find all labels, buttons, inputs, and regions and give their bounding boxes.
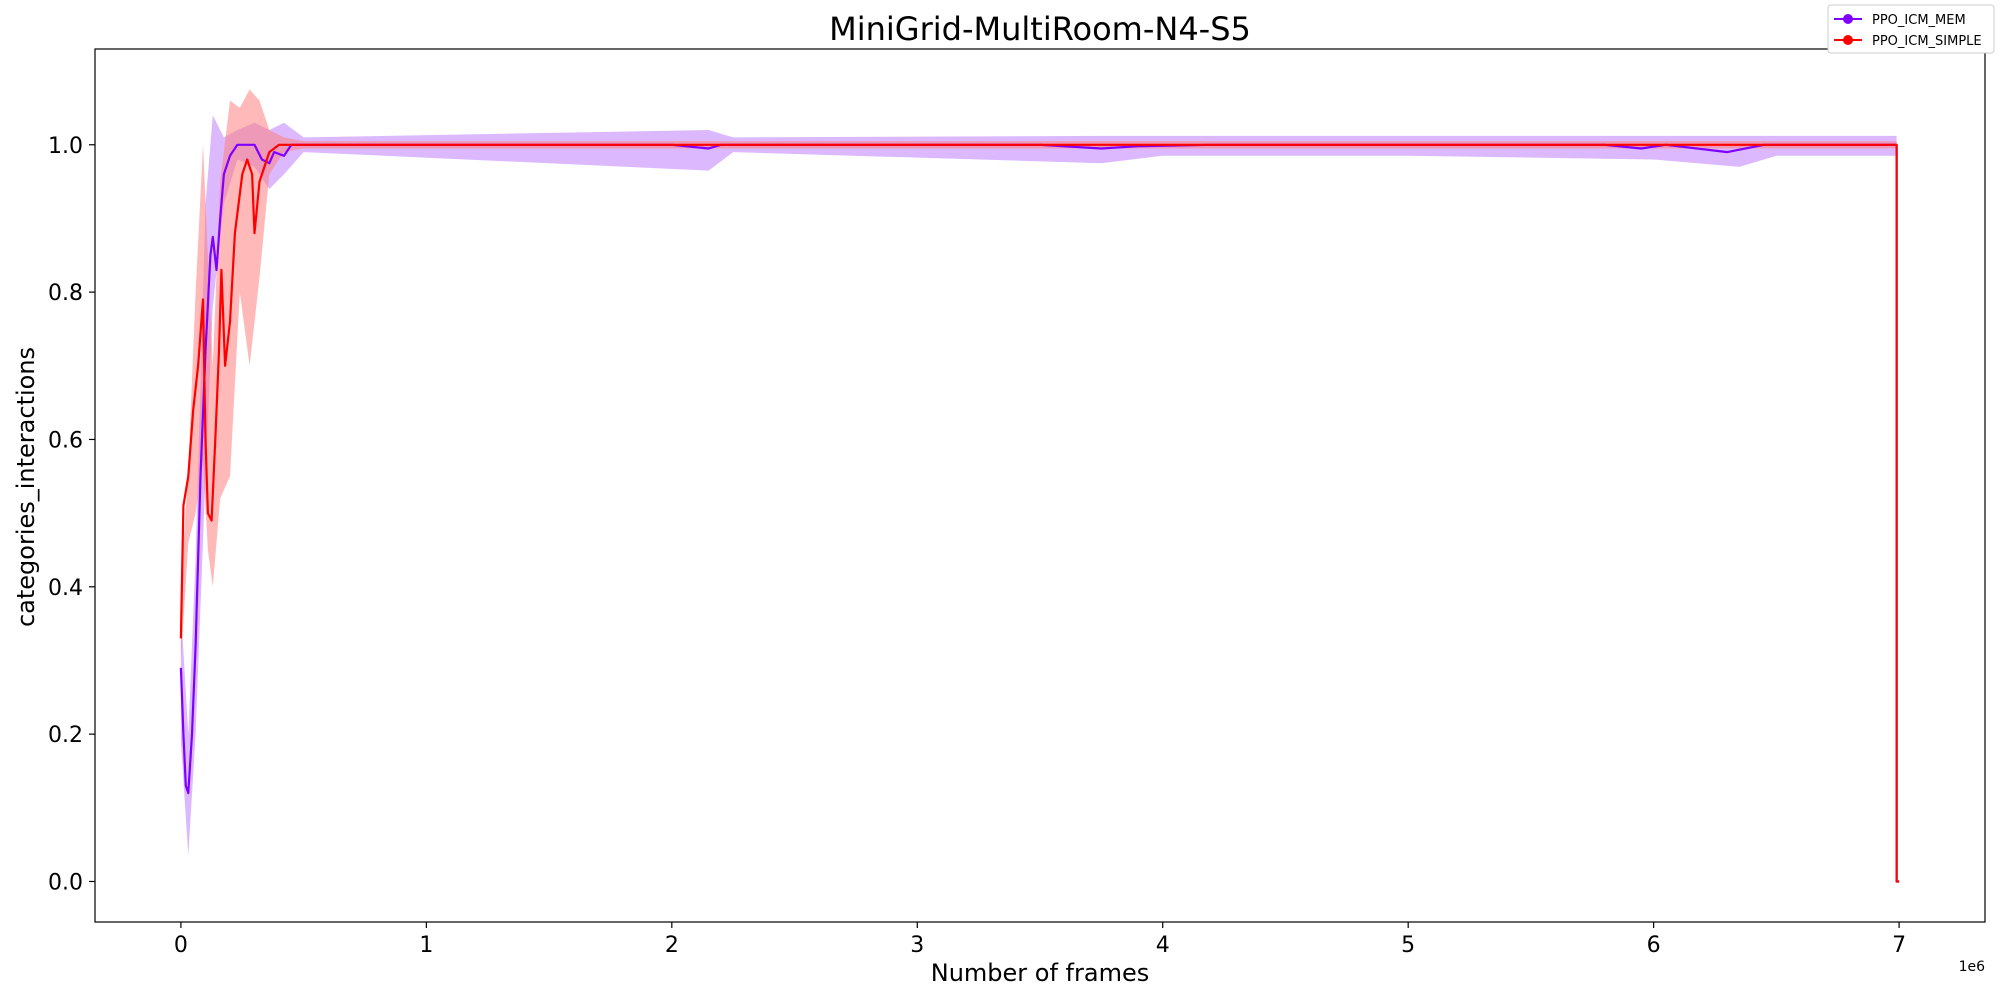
y-axis-label: categories_interactions: [12, 347, 40, 627]
y-tick-label: 0.4: [48, 576, 83, 601]
band-series-2: [180, 89, 1897, 661]
x-tick-label: 3: [910, 933, 924, 958]
legend-label-2: PPO_ICM_SIMPLE: [1872, 34, 1982, 49]
confidence-bands: [180, 89, 1897, 856]
x-tick-label: 2: [665, 933, 679, 958]
y-tick-label: 0.2: [48, 723, 83, 748]
y-tick-label: 1.0: [48, 134, 83, 159]
legend-box: [1827, 4, 1995, 54]
legend: PPO_ICM_MEM PPO_ICM_SIMPLE: [1827, 4, 1995, 54]
line-series-1: [179, 143, 1900, 883]
legend-label-1: PPO_ICM_MEM: [1872, 13, 1966, 28]
y-axis-ticks: 0.0 0.2 0.4 0.6 0.8 1.0: [48, 134, 95, 895]
x-tick-label: 5: [1401, 933, 1415, 958]
y-tick-label: 0.8: [48, 281, 83, 306]
legend-marker-1: [1843, 14, 1853, 24]
x-axis-ticks: 0 1 2 3 4 5 6 7: [174, 922, 1906, 958]
x-tick-label: 7: [1892, 933, 1906, 958]
line-series-2: [179, 143, 1900, 883]
series-lines: [179, 143, 1900, 883]
x-tick-label: 1: [419, 933, 433, 958]
chart-title: MiniGrid-MultiRoom-N4-S5: [829, 10, 1251, 48]
x-tick-label: 6: [1647, 933, 1661, 958]
x-axis-label: Number of frames: [931, 959, 1149, 987]
x-tick-label: 0: [174, 933, 188, 958]
y-tick-label: 0.6: [48, 428, 83, 453]
plot-frame: [94, 48, 1986, 923]
plot-background: [95, 49, 1985, 922]
x-axis-offset-label: 1e6: [1959, 959, 1986, 975]
y-tick-label: 0.0: [48, 870, 83, 895]
legend-marker-2: [1843, 35, 1853, 45]
x-tick-label: 4: [1156, 933, 1170, 958]
